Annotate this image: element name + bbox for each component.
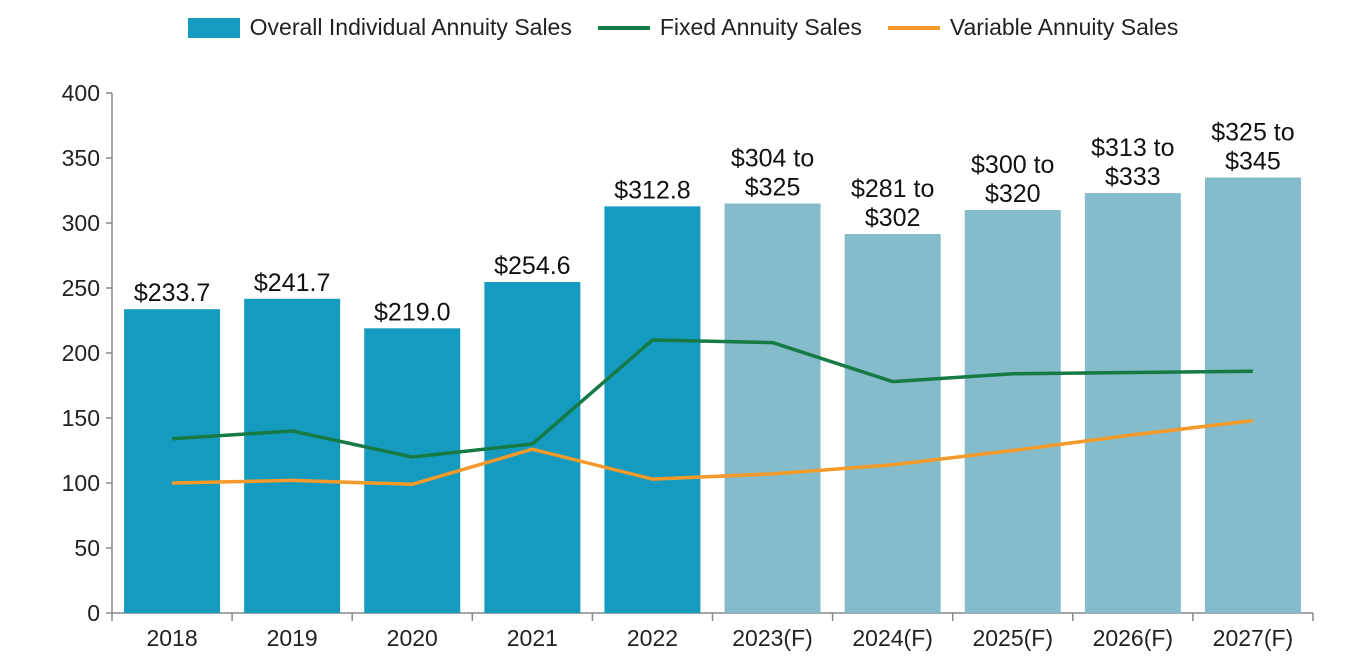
y-tick-label: 0: [87, 600, 100, 626]
bar-2023(F): [724, 203, 821, 613]
y-tick-label: 350: [62, 145, 100, 171]
legend-label-fixed: Fixed Annuity Sales: [659, 14, 862, 40]
y-tick-label: 150: [62, 405, 100, 431]
x-tick-label: 2018: [146, 625, 197, 651]
x-tick-label: 2023(F): [732, 625, 813, 651]
bar-2024(F): [844, 234, 941, 614]
y-tick-label: 250: [62, 275, 100, 301]
legend-swatch-variable: [887, 25, 940, 30]
legend-swatch-overall: [187, 17, 240, 38]
bar-data-label-2025(F): $300 to $320: [971, 151, 1054, 208]
bar-data-label-2027(F): $325 to $345: [1211, 119, 1294, 176]
variable-annuity-line: [172, 418, 1254, 487]
x-tick-label: 2026(F): [1093, 625, 1174, 651]
x-tick-label: 2027(F): [1213, 625, 1294, 651]
bar-data-label-2020: $219.0: [374, 298, 450, 326]
legend-swatch-fixed: [597, 25, 650, 30]
y-tick-label: 300: [62, 210, 100, 236]
bar-2026(F): [1084, 193, 1181, 613]
bar-data-label-2024(F): $281 to $302: [851, 175, 934, 232]
bar-data-label-2018: $233.7: [134, 279, 210, 307]
bar-data-label-2021: $254.6: [494, 252, 570, 280]
y-tick-label: 200: [62, 340, 100, 366]
bar-2027(F): [1204, 177, 1301, 613]
legend-item-variable: Variable Annuity Sales: [887, 14, 1179, 41]
bar-2022: [604, 206, 701, 614]
legend-item-fixed: Fixed Annuity Sales: [597, 14, 862, 41]
bar-data-label-2023(F): $304 to $325: [731, 145, 814, 202]
legend: Overall Individual Annuity Sales Fixed A…: [0, 14, 1366, 41]
bar-2020: [364, 328, 461, 613]
x-tick-label: 2022: [627, 625, 678, 651]
bar-2025(F): [964, 210, 1061, 613]
x-tick-label: 2019: [267, 625, 318, 651]
legend-item-overall: Overall Individual Annuity Sales: [187, 14, 572, 41]
x-tick-label: 2021: [507, 625, 558, 651]
bar-data-label-2019: $241.7: [254, 269, 330, 297]
y-tick-label: 400: [62, 80, 100, 106]
y-tick-label: 100: [62, 470, 100, 496]
fixed-annuity-line: [171, 338, 1253, 459]
x-tick-label: 2024(F): [852, 625, 933, 651]
bar-2019: [244, 298, 341, 613]
bar-data-label-2026(F): $313 to $333: [1091, 134, 1174, 191]
bar-2018: [124, 309, 221, 613]
legend-label-overall: Overall Individual Annuity Sales: [249, 14, 572, 40]
legend-label-variable: Variable Annuity Sales: [949, 14, 1179, 40]
y-tick-label: 50: [74, 535, 100, 561]
x-tick-label: 2020: [387, 625, 438, 651]
bar-data-label-2022: $312.8: [614, 176, 690, 204]
x-tick-label: 2025(F): [972, 625, 1053, 651]
